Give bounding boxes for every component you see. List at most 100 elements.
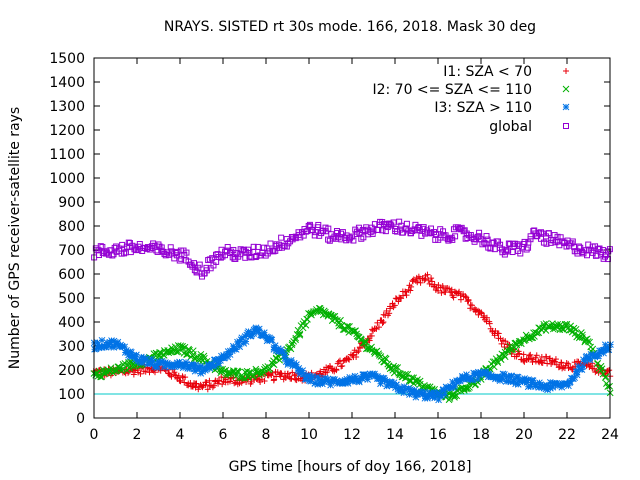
point-global bbox=[230, 246, 237, 253]
point-i1 bbox=[335, 358, 342, 365]
point-i1 bbox=[368, 332, 375, 339]
point-i2 bbox=[287, 345, 295, 353]
point-i2 bbox=[497, 356, 505, 363]
point-global bbox=[224, 244, 231, 251]
point-i1 bbox=[284, 370, 291, 377]
point-i1 bbox=[514, 351, 521, 358]
point-i2 bbox=[589, 345, 597, 353]
point-i1 bbox=[446, 285, 453, 292]
point-i1 bbox=[558, 360, 565, 367]
point-global bbox=[283, 243, 290, 250]
point-i1 bbox=[448, 286, 455, 293]
point-i2 bbox=[602, 373, 610, 380]
point-global bbox=[254, 243, 261, 250]
point-global bbox=[267, 240, 274, 247]
point-i1 bbox=[176, 377, 183, 384]
y-tick-label: 400 bbox=[58, 315, 85, 331]
point-i2 bbox=[353, 330, 360, 338]
point-i2 bbox=[331, 312, 339, 320]
point-i2 bbox=[382, 355, 390, 363]
point-i2 bbox=[392, 364, 400, 371]
point-i3 bbox=[268, 336, 276, 344]
point-i1 bbox=[498, 340, 505, 347]
point-global bbox=[557, 234, 564, 241]
point-global bbox=[339, 229, 346, 236]
point-i1 bbox=[355, 348, 362, 355]
point-i3 bbox=[255, 325, 263, 333]
point-i1 bbox=[218, 374, 225, 381]
point-i1 bbox=[356, 344, 363, 351]
legend-marker-i3 bbox=[562, 103, 570, 111]
point-i2 bbox=[270, 361, 278, 369]
x-tick-label: 24 bbox=[601, 427, 619, 443]
point-i1 bbox=[407, 287, 414, 294]
x-tick-label: 4 bbox=[176, 427, 185, 443]
point-i2 bbox=[181, 343, 189, 351]
point-global bbox=[190, 260, 197, 267]
point-i1 bbox=[462, 293, 469, 300]
point-i2 bbox=[129, 363, 137, 371]
point-i3 bbox=[232, 346, 240, 353]
legend-marker-i2 bbox=[562, 85, 570, 93]
point-global bbox=[543, 240, 550, 247]
point-i1 bbox=[215, 380, 222, 387]
point-i3 bbox=[280, 348, 288, 356]
x-axis-label: GPS time [hours of doy 166, 2018] bbox=[229, 459, 472, 475]
point-i1 bbox=[592, 369, 599, 376]
point-global bbox=[109, 252, 116, 259]
point-i2 bbox=[200, 352, 208, 360]
point-i1 bbox=[346, 356, 353, 363]
point-i3 bbox=[133, 351, 140, 359]
point-i1 bbox=[193, 380, 200, 387]
point-global bbox=[382, 228, 389, 235]
point-i1 bbox=[486, 320, 493, 327]
point-global bbox=[538, 229, 545, 236]
point-global bbox=[483, 233, 490, 240]
point-global bbox=[403, 220, 410, 227]
point-global bbox=[505, 247, 512, 254]
point-i2 bbox=[362, 339, 370, 346]
point-i2 bbox=[191, 355, 198, 362]
point-global bbox=[452, 233, 459, 240]
point-i1 bbox=[177, 378, 184, 385]
point-i1 bbox=[435, 287, 442, 294]
point-global bbox=[167, 244, 174, 251]
point-i2 bbox=[288, 341, 296, 349]
point-i1 bbox=[495, 330, 502, 337]
point-global bbox=[329, 235, 336, 242]
point-i1 bbox=[375, 324, 382, 331]
point-i1 bbox=[216, 377, 223, 384]
point-global bbox=[99, 243, 106, 250]
point-i1 bbox=[277, 373, 284, 380]
point-i2 bbox=[296, 331, 304, 339]
point-i1 bbox=[345, 355, 352, 362]
point-i1 bbox=[408, 283, 415, 290]
point-i2 bbox=[361, 337, 369, 345]
point-i1 bbox=[412, 277, 419, 284]
point-i1 bbox=[175, 372, 182, 379]
point-i3 bbox=[441, 391, 449, 398]
point-i2 bbox=[540, 320, 548, 328]
y-tick-label: 1300 bbox=[49, 99, 85, 115]
point-i1 bbox=[166, 370, 173, 377]
point-i3 bbox=[242, 338, 250, 345]
point-i1 bbox=[291, 372, 298, 379]
point-global bbox=[450, 226, 457, 233]
x-tick-label: 2 bbox=[133, 427, 142, 443]
point-i2 bbox=[494, 357, 501, 365]
point-i1 bbox=[464, 298, 471, 305]
point-i2 bbox=[579, 331, 586, 339]
point-global bbox=[596, 245, 603, 252]
legend-label-i2: I2: 70 <= SZA <= 110 bbox=[372, 82, 532, 98]
series-i3 bbox=[90, 324, 614, 404]
point-i2 bbox=[451, 392, 459, 400]
point-i2 bbox=[257, 368, 264, 375]
point-i1 bbox=[552, 356, 559, 363]
y-tick-label: 1000 bbox=[49, 171, 85, 187]
plot-frame bbox=[93, 57, 611, 419]
point-i2 bbox=[220, 367, 228, 375]
x-tick-label: 20 bbox=[515, 427, 533, 443]
point-i2 bbox=[190, 350, 197, 358]
y-tick-label: 200 bbox=[58, 363, 85, 379]
point-i1 bbox=[502, 338, 509, 345]
